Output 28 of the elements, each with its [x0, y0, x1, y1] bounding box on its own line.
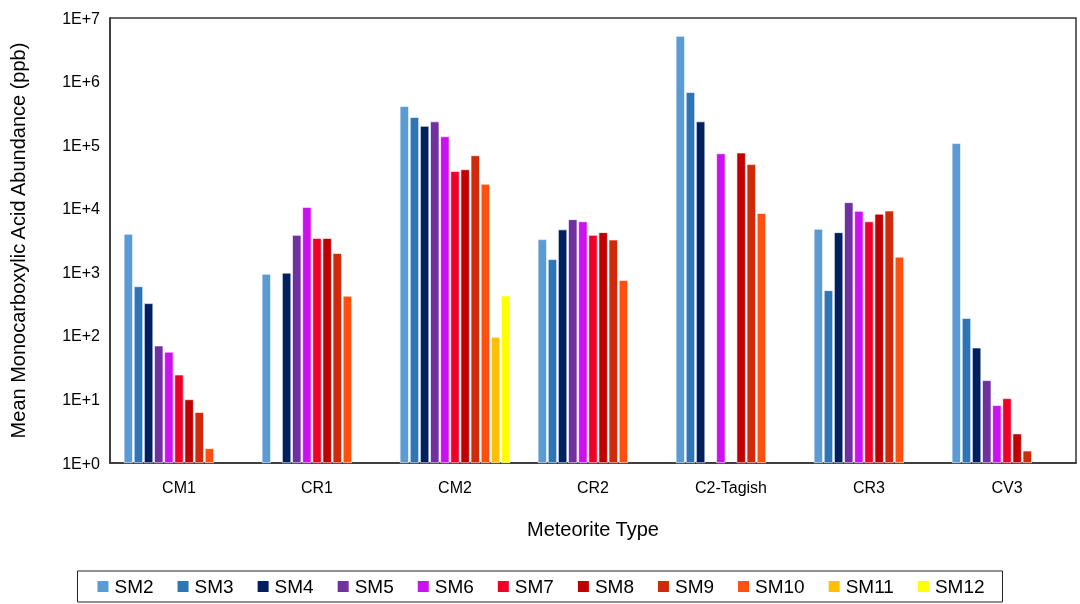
legend-label: SM3 [194, 576, 234, 597]
legend-label: SM2 [114, 576, 154, 597]
x-tick-label: C2-Tagish [694, 478, 768, 496]
x-tick-label: CM2 [438, 478, 472, 496]
legend-label: SM10 [755, 576, 805, 597]
legend-label: SM11 [845, 576, 894, 597]
y-tick-label: 1E+5 [62, 136, 101, 154]
x-axis-title: Meteorite Type [527, 518, 659, 540]
y-tick-label: 1E+0 [62, 454, 101, 472]
x-tick-label: CV3 [991, 478, 1023, 496]
x-tick-label: CR1 [300, 478, 334, 496]
y-tick-label: 1E+1 [62, 390, 101, 408]
y-tick-label: 1E+6 [62, 73, 101, 91]
x-tick-label: CR3 [852, 478, 886, 496]
y-tick-label: 1E+2 [62, 327, 101, 345]
x-tick-label: CR2 [576, 478, 610, 496]
y-tick-label: 1E+7 [62, 9, 101, 27]
y-tick-label: 1E+4 [62, 200, 101, 218]
legend-label: SM8 [594, 576, 634, 597]
legend-label: SM5 [354, 576, 394, 597]
x-tick-label: CM1 [162, 478, 196, 496]
legend-label: SM7 [514, 576, 554, 597]
legend-label: SM6 [434, 576, 474, 597]
legend-label: SM12 [934, 576, 985, 597]
legend-label: SM4 [274, 576, 315, 597]
legend-label: SM9 [674, 576, 715, 597]
y-axis-title: Mean Monocarboxylic Acid Abundance (ppb) [7, 42, 29, 439]
y-tick-label: 1E+3 [62, 263, 101, 281]
